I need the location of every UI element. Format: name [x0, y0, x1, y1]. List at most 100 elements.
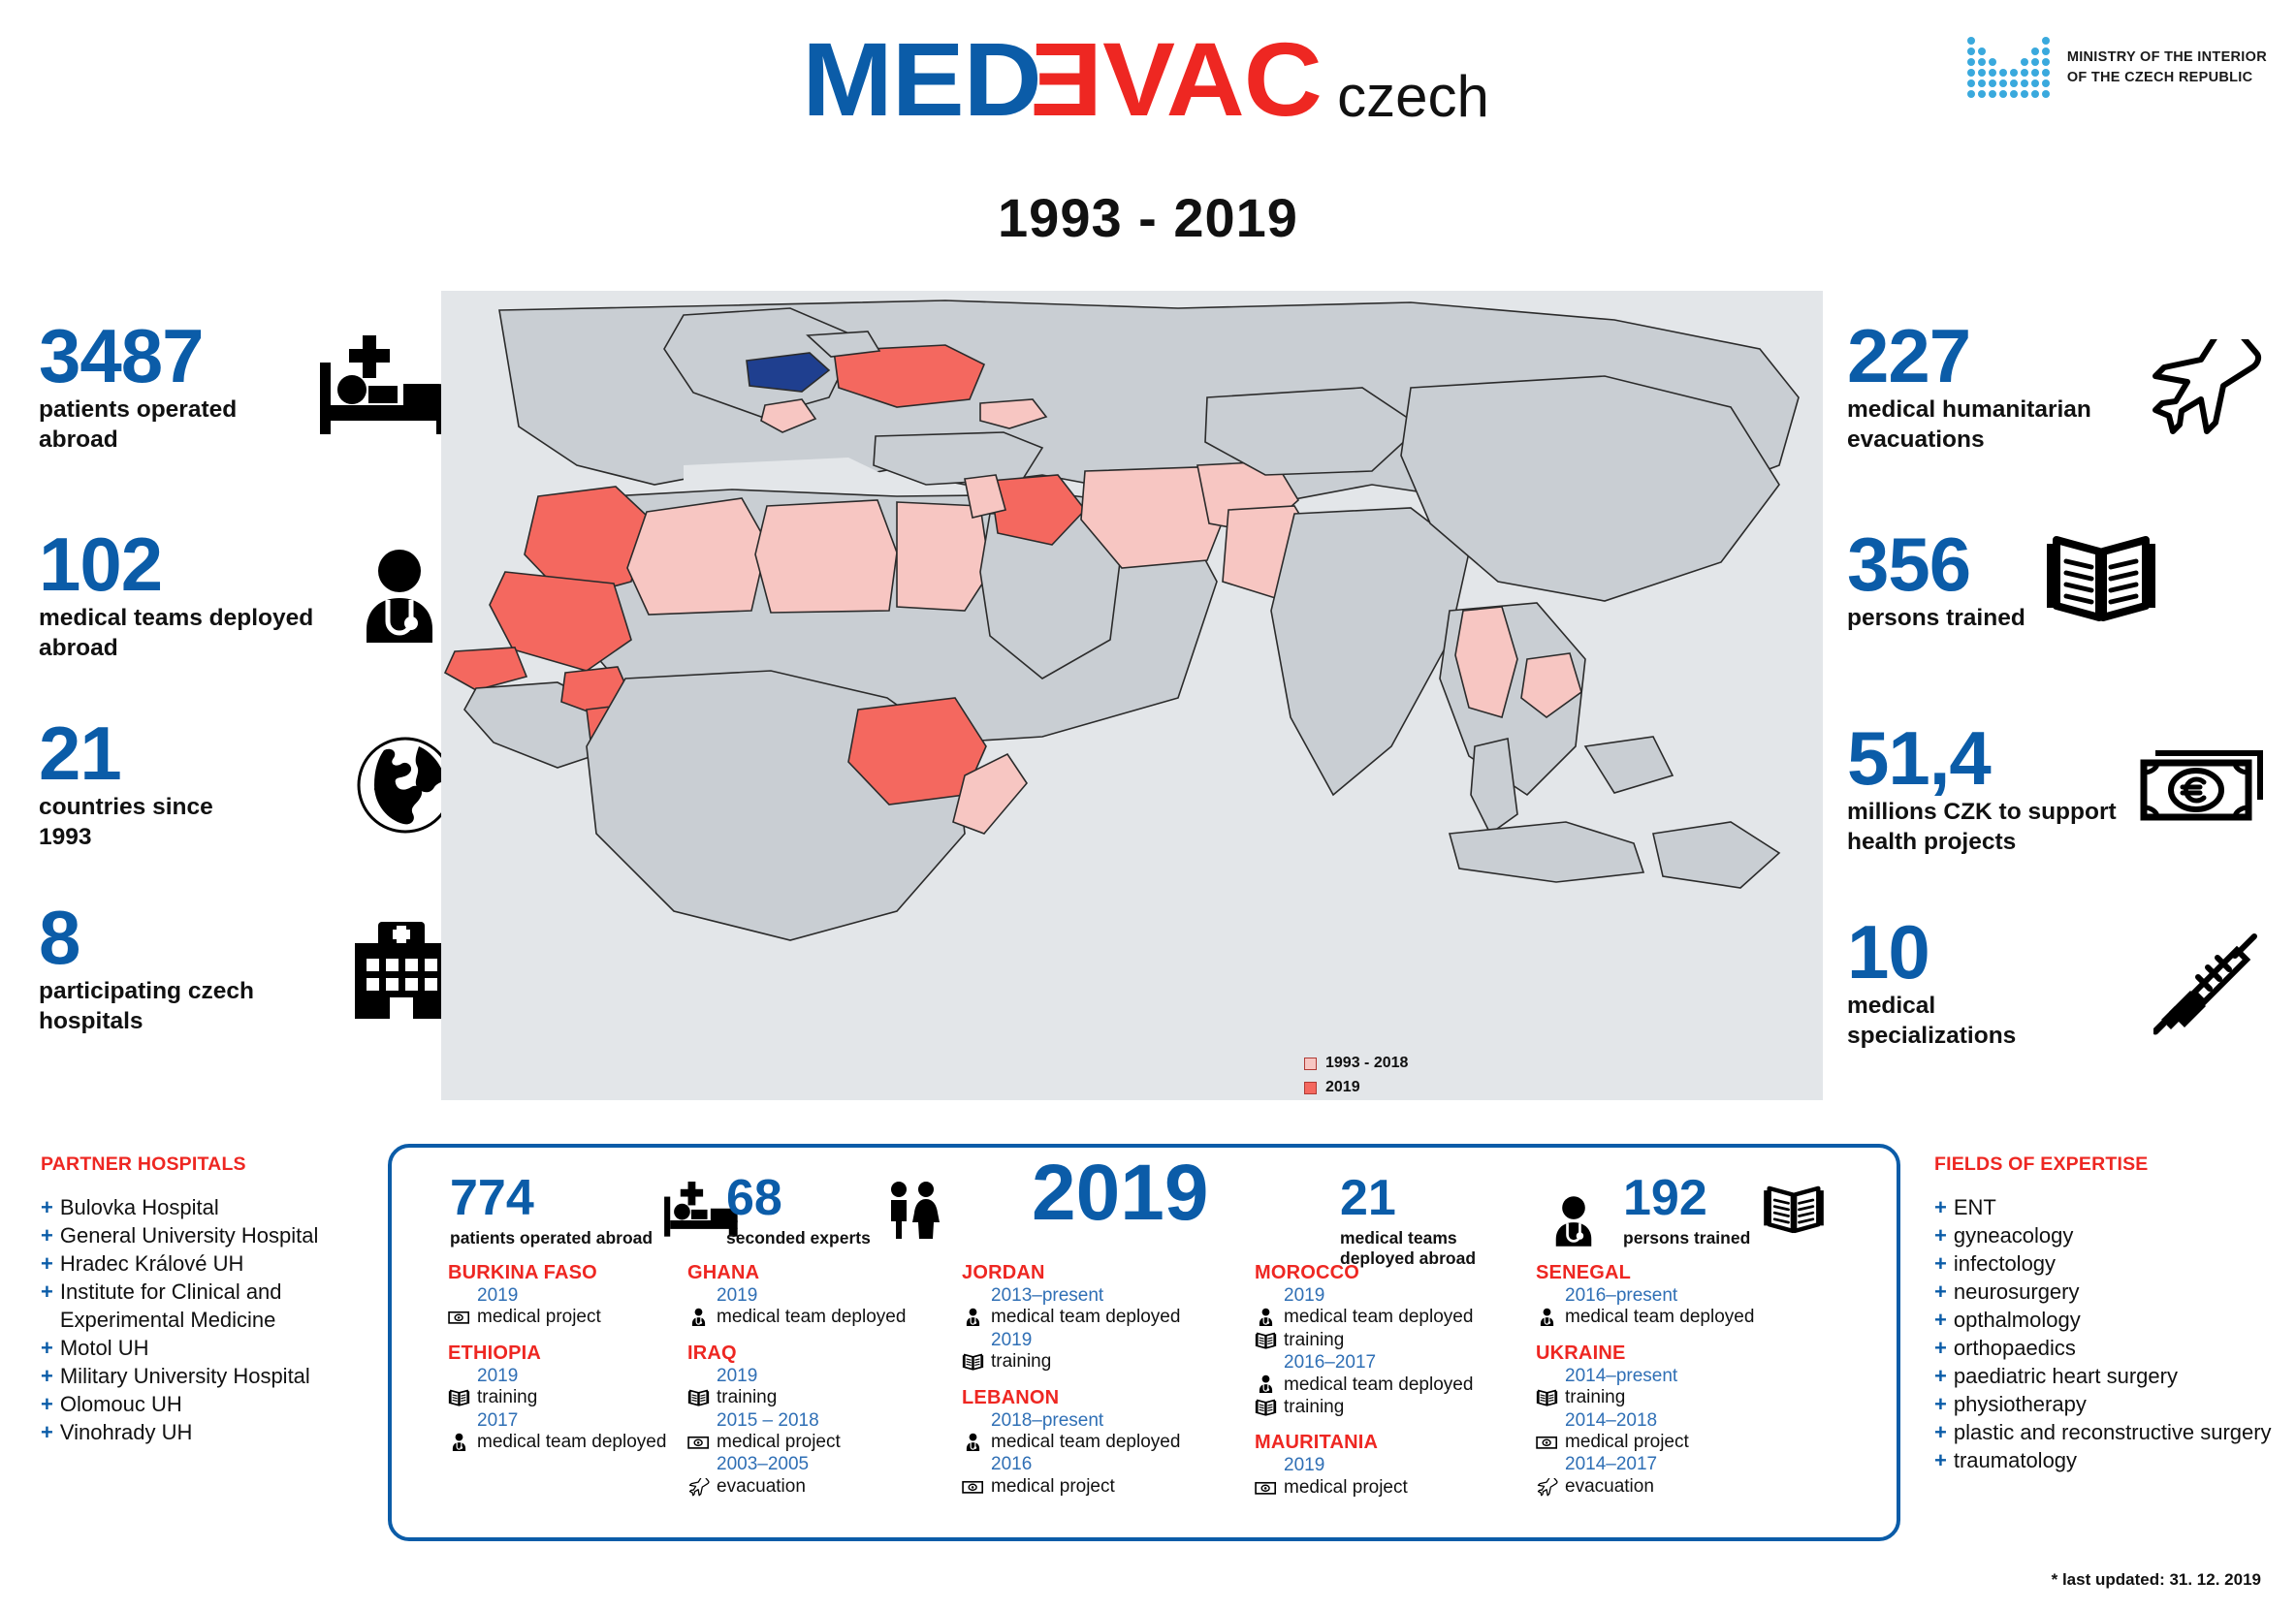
country-name: ETHIOPIA [448, 1342, 542, 1364]
partner-hospital-item: + Military University Hospital [41, 1362, 380, 1390]
entry-years: 2019 [717, 1365, 758, 1386]
entry-years: 2019 [1284, 1285, 1325, 1306]
plus-icon: + [41, 1364, 53, 1389]
entry-activity: medical team deployed [1255, 1307, 1473, 1328]
map-svg [441, 291, 1823, 1100]
plus-icon: + [1934, 1251, 1947, 1277]
country-block: JORDAN 2013–present medical team deployed 2… [962, 1262, 1180, 1374]
plus-icon: + [41, 1420, 53, 1445]
ministry-logo: MINISTRY OF THE INTERIOR OF THE CZECH RE… [1964, 33, 2267, 103]
field-of-expertise-item: + neurosurgery [1934, 1278, 2272, 1306]
doctor-icon [1255, 1308, 1277, 1328]
country-block: LEBANON 2018–present medical team deployed… [962, 1387, 1180, 1499]
plus-icon: + [41, 1336, 53, 1361]
entry-activity-label: medical team deployed [991, 1432, 1181, 1453]
logo-czech-text: czech [1337, 64, 1489, 129]
country-entry: training [1255, 1397, 1473, 1418]
entry-years: 2019 [991, 1329, 1033, 1350]
country-entry: 2019 training [962, 1330, 1180, 1374]
stat-patients-operated-abroad: 3487 patients operated abroad [39, 318, 456, 456]
banknote-icon [1536, 1433, 1558, 1452]
stat-label: patients operated abroad [39, 396, 238, 453]
logo-vac-text: VAC [1102, 20, 1323, 138]
entry-activity-label: training [1565, 1387, 1626, 1408]
country-column: GHANA 2019 medical team deployed IRAQ 2019 tr… [687, 1262, 906, 1511]
map-legend: 1993 - 2018 2019 [1304, 1052, 1408, 1100]
field-of-expertise-item-label: traumatology [1953, 1448, 2078, 1473]
panel-year-number: 2019 [1032, 1149, 1209, 1237]
entry-activity: evacuation [687, 1476, 906, 1498]
entry-activity: medical team deployed [1255, 1374, 1473, 1396]
entry-years: 2019 [477, 1285, 519, 1306]
partner-hospitals-list: PARTNER HOSPITALS + Bulovka Hospital + Gene… [41, 1153, 380, 1446]
panel-stat-year: 2019 [1032, 1153, 1208, 1233]
stat-persons-trained: 356 persons trained [1847, 526, 2264, 634]
field-of-expertise-item-label: opthalmology [1953, 1308, 2081, 1333]
logo-wordmark: MED EVAC [802, 20, 1323, 138]
entry-years: 2017 [477, 1409, 519, 1431]
panel-stat-number: 774 [450, 1170, 534, 1226]
logo-med-text: MED [802, 20, 1042, 138]
ministry-line-2: OF THE CZECH REPUBLIC [2066, 70, 2253, 85]
doctor-icon [448, 1433, 470, 1452]
airplane-icon [1536, 1477, 1558, 1497]
entry-years: 2016–present [1565, 1285, 1678, 1306]
entry-years: 2016 [991, 1454, 1033, 1475]
stat-label: medical humanitarian evacuations [1847, 396, 2091, 453]
stat-label: countries since 1993 [39, 794, 213, 850]
country-morocco [524, 486, 648, 600]
country-name: IRAQ [687, 1342, 737, 1364]
field-of-expertise-item-label: ENT [1953, 1195, 1996, 1219]
doctor-icon [1255, 1375, 1277, 1395]
open-book-icon [687, 1388, 710, 1407]
entry-activity: medical project [687, 1432, 906, 1453]
panel-stat-number: 192 [1623, 1170, 1707, 1226]
partner-hospital-item: + Hradec Králové UH [41, 1249, 380, 1278]
field-of-expertise-item-label: neurosurgery [1953, 1279, 2080, 1305]
plus-icon: + [1934, 1392, 1947, 1417]
country-name: MAURITANIA [1255, 1432, 1379, 1454]
country-entry: 2019 medical project [448, 1285, 666, 1329]
field-of-expertise-item: + physiotherapy [1934, 1390, 2272, 1418]
legend-label: 2019 [1325, 1078, 1360, 1095]
entry-years: 2014–2017 [1565, 1454, 1658, 1475]
medevac-logo: MED EVAC czech [0, 20, 2296, 138]
entry-years: 2015 – 2018 [717, 1409, 819, 1431]
country-entry: 2014–present training [1536, 1366, 1754, 1409]
logo-mirrored-e: E [1031, 20, 1103, 138]
year-2019-summary-panel: 774 patients operated abroad [388, 1144, 1900, 1541]
doctor-icon [962, 1308, 984, 1328]
entry-activity: training [1255, 1397, 1473, 1418]
panel-stats-row: 774 patients operated abroad [392, 1148, 1897, 1268]
open-book-icon [1255, 1331, 1277, 1350]
banknote-icon [962, 1477, 984, 1497]
country-block: ETHIOPIA 2019 training 2017 medical team dep… [448, 1342, 666, 1454]
entry-activity-label: medical project [1565, 1432, 1689, 1453]
entry-activity: training [962, 1351, 1180, 1373]
country-entry: 2016–present medical team deployed [1536, 1285, 1754, 1329]
doctor-icon [1546, 1193, 1602, 1249]
country-name: SENEGAL [1536, 1262, 1632, 1283]
partner-hospital-item-label: Military University Hospital [59, 1364, 310, 1389]
banknote-icon [1255, 1478, 1277, 1498]
country-name: BURKINA FASO [448, 1262, 597, 1283]
plus-icon: + [1934, 1364, 1947, 1389]
country-entry: 2016–2017 medical team deployed [1255, 1352, 1473, 1396]
country-block: MOROCCO 2019 medical team deployed training… [1255, 1262, 1473, 1418]
entry-activity: training [448, 1387, 666, 1408]
entry-activity: medical project [448, 1307, 666, 1328]
entry-activity-label: medical team deployed [477, 1432, 667, 1453]
entry-years: 2019 [717, 1285, 758, 1306]
plus-icon: + [1934, 1420, 1947, 1445]
entry-years: 2013–present [991, 1285, 1104, 1306]
entry-activity-label: training [991, 1351, 1052, 1373]
stat-millions-czk: 51,4 millions CZK to support health proj… [1847, 720, 2264, 858]
entry-years: 2014–present [1565, 1365, 1678, 1386]
country-egypt [896, 501, 991, 612]
doctor-icon [347, 544, 452, 648]
syringe-icon [2153, 931, 2264, 1037]
panel-stat-persons-trained: 192 persons trained [1623, 1173, 1826, 1248]
stat-label: medical teams deployed abroad [39, 605, 314, 661]
partner-hospitals-title: PARTNER HOSPITALS [41, 1153, 246, 1175]
field-of-expertise-item-label: infectology [1953, 1251, 2057, 1277]
